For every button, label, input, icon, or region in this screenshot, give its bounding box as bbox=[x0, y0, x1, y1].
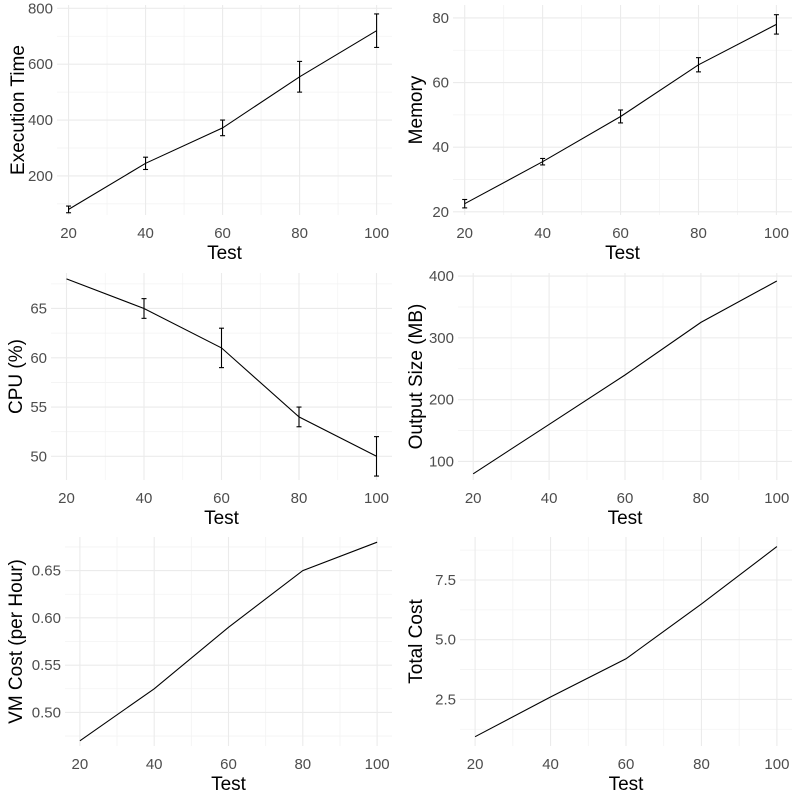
x-tick-label: 100 bbox=[364, 490, 389, 507]
y-tick-label: 20 bbox=[432, 204, 449, 221]
y-tick-label: 80 bbox=[432, 10, 449, 27]
y-axis-title: Output Size (MB) bbox=[406, 304, 427, 450]
y-tick-label: 0.60 bbox=[32, 610, 61, 627]
x-axis-title: Test bbox=[207, 243, 243, 264]
x-tick-label: 20 bbox=[465, 490, 482, 507]
x-axis-title: Test bbox=[204, 508, 240, 529]
x-tick-label: 60 bbox=[213, 490, 230, 507]
chart-panel-4: 20 40 60 80 100 100 200 300 400 Test Output Size (… bbox=[406, 268, 792, 529]
y-tick-label: 60 bbox=[30, 350, 47, 367]
x-tick-label: 60 bbox=[220, 756, 237, 773]
error-bar bbox=[462, 198, 468, 209]
x-tick-label: 20 bbox=[456, 225, 473, 242]
chart-panel-3: 20 40 60 80 100 50 55 60 65 Test CPU (%) bbox=[6, 273, 392, 529]
x-tick-label: 100 bbox=[764, 225, 789, 242]
y-tick-label: 400 bbox=[429, 268, 454, 285]
y-tick-label: 0.55 bbox=[32, 657, 61, 674]
y-tick-label: 55 bbox=[30, 399, 47, 416]
x-tick-label: 100 bbox=[764, 490, 789, 507]
y-axis-title: VM Cost (per Hour) bbox=[6, 559, 27, 724]
error-bar bbox=[540, 157, 546, 166]
y-tick-label: 2.5 bbox=[435, 691, 456, 708]
x-tick-label: 80 bbox=[693, 756, 710, 773]
y-tick-label: 0.65 bbox=[32, 563, 61, 580]
x-tick-label: 100 bbox=[364, 225, 389, 242]
x-tick-label: 80 bbox=[690, 225, 707, 242]
x-tick-label: 40 bbox=[146, 756, 163, 773]
x-tick-label: 40 bbox=[542, 756, 559, 773]
x-tick-label: 80 bbox=[291, 225, 308, 242]
x-tick-label: 20 bbox=[58, 490, 75, 507]
x-tick-label: 20 bbox=[467, 756, 484, 773]
x-tick-label: 20 bbox=[72, 756, 89, 773]
y-tick-label: 0.50 bbox=[32, 704, 61, 721]
x-tick-label: 20 bbox=[60, 225, 77, 242]
error-bar bbox=[141, 298, 147, 319]
y-tick-label: 200 bbox=[28, 168, 53, 185]
error-bar bbox=[219, 327, 224, 369]
x-tick-label: 40 bbox=[136, 490, 153, 507]
x-tick-label: 80 bbox=[693, 490, 710, 507]
x-tick-label: 40 bbox=[137, 225, 154, 242]
y-tick-label: 100 bbox=[429, 453, 454, 470]
x-tick-label: 80 bbox=[291, 490, 308, 507]
x-tick-label: 40 bbox=[534, 225, 551, 242]
chart-panel-5: 20 40 60 80 100 0.50 0.55 0.60 0.65 Test VM Cost (… bbox=[6, 537, 392, 795]
y-tick-label: 5.0 bbox=[435, 632, 456, 649]
error-bar bbox=[220, 119, 226, 137]
chart-panel-2: 20 40 60 80 100 20 40 60 80 Test Memory bbox=[406, 5, 792, 264]
y-axis-title: Execution Time bbox=[8, 45, 29, 175]
x-axis-title: Test bbox=[605, 243, 641, 264]
x-axis-title: Test bbox=[211, 774, 247, 795]
y-tick-label: 200 bbox=[429, 392, 454, 409]
error-bar bbox=[66, 205, 72, 214]
y-tick-label: 7.5 bbox=[435, 572, 456, 589]
y-tick-label: 65 bbox=[30, 300, 47, 317]
y-tick-label: 60 bbox=[432, 75, 449, 92]
error-bar bbox=[297, 60, 303, 93]
y-axis-title: Total Cost bbox=[406, 599, 427, 684]
series-line bbox=[474, 546, 778, 738]
error-bar bbox=[374, 13, 380, 48]
x-tick-label: 40 bbox=[541, 490, 558, 507]
error-bar bbox=[618, 109, 624, 124]
y-tick-label: 40 bbox=[432, 139, 449, 156]
y-tick-label: 600 bbox=[28, 56, 53, 73]
x-tick-label: 80 bbox=[294, 756, 311, 773]
x-axis-title: Test bbox=[609, 774, 645, 795]
chart-panel-1: 20 40 60 80 100 200 400 600 800 Test Execution Tim… bbox=[8, 0, 392, 264]
y-tick-label: 400 bbox=[28, 112, 53, 129]
series-line bbox=[79, 541, 378, 742]
error-bar bbox=[374, 436, 379, 477]
x-tick-label: 60 bbox=[618, 756, 635, 773]
series-line bbox=[472, 280, 778, 475]
y-tick-label: 300 bbox=[429, 330, 454, 347]
y-axis-title: CPU (%) bbox=[6, 339, 27, 414]
x-tick-label: 60 bbox=[617, 490, 634, 507]
x-tick-label: 60 bbox=[214, 225, 231, 242]
chart-panel-6: 20 40 60 80 100 2.5 5.0 7.5 Test Total Cost bbox=[406, 537, 792, 795]
x-tick-label: 100 bbox=[365, 756, 390, 773]
error-bar bbox=[296, 406, 302, 428]
x-axis-title: Test bbox=[608, 508, 644, 529]
y-tick-label: 800 bbox=[28, 0, 53, 17]
y-tick-label: 50 bbox=[30, 448, 47, 465]
x-tick-label: 100 bbox=[764, 756, 789, 773]
error-bar bbox=[143, 156, 149, 171]
error-bar bbox=[773, 14, 779, 35]
y-axis-title: Memory bbox=[406, 75, 427, 144]
error-bar bbox=[695, 57, 701, 73]
x-tick-label: 60 bbox=[612, 225, 629, 242]
